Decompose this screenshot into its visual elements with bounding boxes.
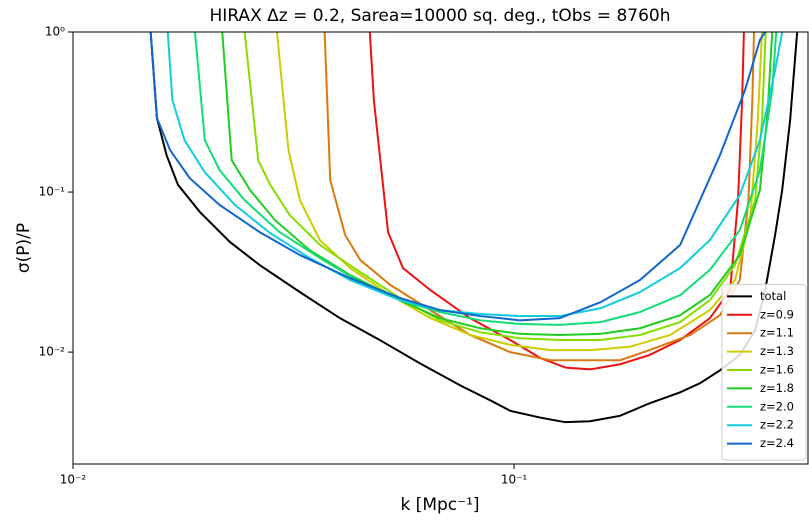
series-line — [193, 32, 778, 326]
legend-label: z=1.8 — [760, 381, 794, 395]
series-line — [221, 32, 774, 336]
legend-label: z=2.4 — [760, 436, 794, 450]
chart-title: HIRAX Δz = 0.2, Sarea=10000 sq. deg., tO… — [210, 6, 671, 26]
legend-box — [721, 283, 807, 461]
legend-label: z=1.3 — [760, 344, 794, 358]
series-line — [323, 32, 755, 362]
legend-label: z=2.0 — [760, 399, 794, 413]
legend-label: z=2.2 — [760, 418, 794, 432]
series-line — [166, 32, 784, 318]
plot-frame — [72, 31, 809, 465]
x-tick-label: 10⁻¹ — [501, 473, 528, 487]
y-tick-label: 10⁰ — [45, 25, 65, 39]
legend-label: total — [760, 289, 786, 303]
legend-label: z=1.6 — [760, 363, 794, 377]
series-line — [149, 32, 766, 322]
x-axis-label: k [Mpc⁻¹] — [400, 495, 479, 515]
legend-label: z=0.9 — [760, 307, 794, 321]
legend-label: z=1.1 — [760, 326, 794, 340]
series-line — [243, 32, 767, 342]
series-line — [275, 32, 764, 352]
x-tick-label: 10⁻² — [60, 473, 87, 487]
series-line — [149, 32, 799, 424]
series-line — [368, 32, 745, 371]
plot-lines — [149, 32, 799, 424]
y-axis-label: σ(P)/P — [14, 223, 34, 273]
y-tick-label: 10⁻¹ — [39, 185, 66, 199]
y-tick-label: 10⁻² — [39, 345, 66, 359]
